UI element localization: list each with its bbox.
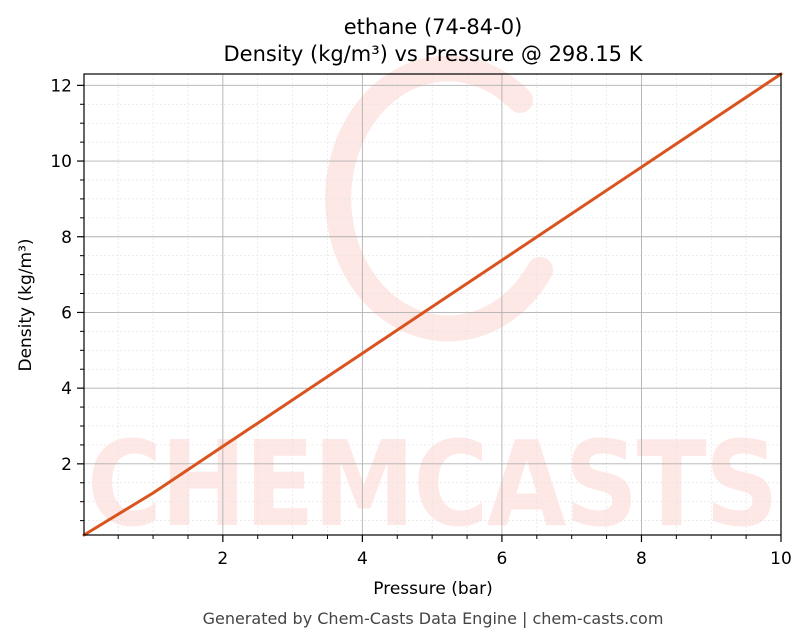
y-tick-label: 10 xyxy=(50,152,72,172)
x-tick-label: 4 xyxy=(357,549,368,569)
watermark-logo-arc xyxy=(325,55,553,342)
y-axis-label: Density (kg/m³) xyxy=(16,238,36,371)
x-axis: 2 4 6 8 10 xyxy=(117,535,792,569)
chart-subtitle: Density (kg/m³) vs Pressure @ 298.15 K xyxy=(223,42,643,66)
footer-credit: Generated by Chem-Casts Data Engine | ch… xyxy=(203,609,664,628)
x-tick-label: 8 xyxy=(636,549,647,569)
y-tick-label: 4 xyxy=(61,379,72,399)
x-axis-label: Pressure (bar) xyxy=(373,579,492,599)
minor-grid xyxy=(84,74,781,535)
chemcasts-watermark: CHEMCASTS xyxy=(87,55,779,553)
x-tick-label: 6 xyxy=(497,549,508,569)
series-layer xyxy=(82,72,783,537)
y-tick-label: 12 xyxy=(50,76,72,96)
watermark-text: CHEMCASTS xyxy=(87,415,777,553)
y-tick-label: 2 xyxy=(61,455,72,475)
density-series-line xyxy=(82,72,783,537)
x-tick-label: 10 xyxy=(770,549,792,569)
y-tick-label: 8 xyxy=(61,228,72,248)
chart-title: ethane (74-84-0) xyxy=(344,15,523,39)
y-axis: 2 4 6 8 10 12 xyxy=(50,76,84,522)
x-tick-label: 2 xyxy=(217,549,228,569)
y-tick-label: 6 xyxy=(61,303,72,323)
